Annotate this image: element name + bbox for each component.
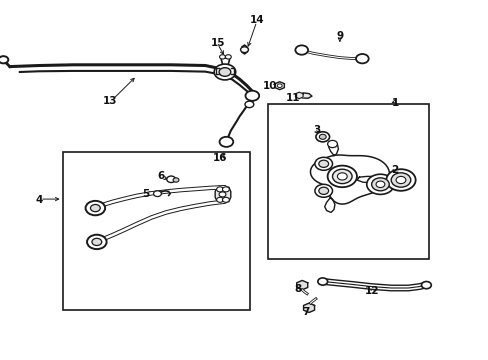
Polygon shape bbox=[215, 186, 230, 202]
Circle shape bbox=[314, 184, 332, 197]
Circle shape bbox=[166, 176, 175, 183]
Text: 12: 12 bbox=[364, 286, 378, 296]
Circle shape bbox=[216, 187, 223, 192]
Circle shape bbox=[390, 173, 410, 187]
Text: 5: 5 bbox=[142, 189, 149, 199]
Polygon shape bbox=[303, 303, 314, 312]
Circle shape bbox=[319, 134, 325, 139]
Bar bbox=[267, 104, 428, 259]
Circle shape bbox=[386, 169, 415, 191]
Circle shape bbox=[315, 132, 329, 142]
Circle shape bbox=[90, 204, 100, 212]
Text: 10: 10 bbox=[263, 81, 277, 91]
Text: 15: 15 bbox=[210, 38, 224, 48]
Text: 6: 6 bbox=[158, 171, 164, 181]
Text: 9: 9 bbox=[336, 31, 343, 41]
Circle shape bbox=[318, 160, 328, 167]
Circle shape bbox=[295, 45, 307, 55]
Text: 3: 3 bbox=[313, 125, 320, 135]
Circle shape bbox=[327, 166, 356, 187]
Circle shape bbox=[222, 187, 229, 192]
Circle shape bbox=[355, 54, 368, 63]
Circle shape bbox=[219, 137, 233, 147]
Polygon shape bbox=[298, 93, 311, 98]
Circle shape bbox=[337, 173, 346, 180]
Circle shape bbox=[219, 68, 230, 76]
Text: 11: 11 bbox=[285, 93, 300, 103]
Circle shape bbox=[317, 278, 327, 285]
Circle shape bbox=[371, 178, 388, 191]
Circle shape bbox=[214, 64, 235, 80]
Text: 14: 14 bbox=[249, 15, 264, 25]
Text: 2: 2 bbox=[391, 165, 398, 175]
Text: 8: 8 bbox=[294, 284, 301, 294]
Circle shape bbox=[225, 55, 231, 59]
Bar bbox=[62, 152, 250, 310]
Polygon shape bbox=[328, 141, 338, 156]
Text: 1: 1 bbox=[391, 98, 398, 108]
Circle shape bbox=[277, 84, 282, 87]
Polygon shape bbox=[295, 92, 303, 99]
Circle shape bbox=[173, 178, 179, 182]
Circle shape bbox=[219, 55, 225, 59]
Circle shape bbox=[395, 176, 405, 184]
Text: 7: 7 bbox=[301, 307, 309, 318]
Circle shape bbox=[375, 181, 384, 188]
Polygon shape bbox=[356, 176, 381, 183]
Circle shape bbox=[245, 91, 259, 101]
Circle shape bbox=[85, 201, 105, 215]
Polygon shape bbox=[296, 280, 307, 290]
Circle shape bbox=[222, 197, 229, 202]
Circle shape bbox=[332, 169, 351, 184]
Circle shape bbox=[318, 187, 328, 194]
Polygon shape bbox=[324, 198, 334, 212]
Circle shape bbox=[219, 192, 225, 197]
Polygon shape bbox=[310, 155, 389, 204]
Polygon shape bbox=[274, 82, 284, 90]
Circle shape bbox=[366, 174, 393, 194]
Circle shape bbox=[327, 140, 337, 148]
Circle shape bbox=[153, 191, 161, 197]
Text: 4: 4 bbox=[35, 195, 43, 205]
Circle shape bbox=[421, 282, 430, 289]
Text: 13: 13 bbox=[102, 96, 117, 106]
Circle shape bbox=[0, 56, 8, 63]
Circle shape bbox=[314, 157, 332, 170]
Circle shape bbox=[244, 101, 253, 108]
Circle shape bbox=[87, 235, 106, 249]
Circle shape bbox=[216, 197, 223, 202]
Circle shape bbox=[92, 238, 102, 246]
Text: 16: 16 bbox=[212, 153, 227, 163]
Circle shape bbox=[240, 47, 248, 53]
